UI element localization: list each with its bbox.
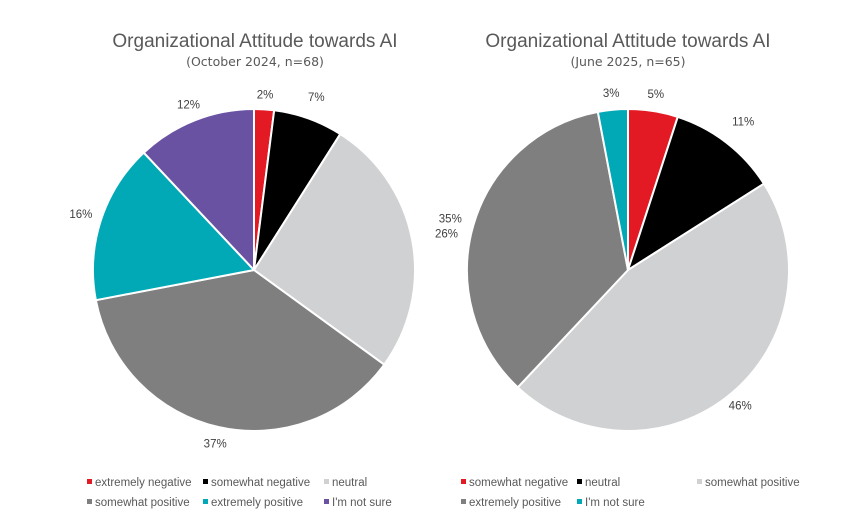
legend-item-neutral: neutral — [577, 477, 620, 489]
legend-label: somewhat positive — [95, 497, 190, 509]
chart-legend: extremely negative somewhat negative neutr… — [87, 477, 392, 509]
data-label-neutral: 11% — [732, 117, 754, 129]
legend-swatch — [87, 499, 92, 504]
pie-data-labels: 2% 7% 26% 37% 16% 12% — [69, 89, 458, 450]
pie-chart-june-2025: Organizational Attitude towards AI (June… — [439, 31, 800, 509]
legend-swatch — [461, 499, 466, 504]
pie-slice-neutral — [627, 115, 765, 271]
legend-swatch — [577, 479, 582, 484]
chart-subtitle: (June 2025, n=65) — [570, 54, 685, 69]
chart-subtitle: (October 2024, n=68) — [186, 54, 324, 69]
legend-item-somewhat-negative: somewhat negative — [461, 477, 568, 489]
pie-chart-october-2024: Organizational Attitude towards AI (Octo… — [69, 31, 458, 509]
legend-item-somewhat-negative: somewhat negative — [203, 477, 310, 489]
data-label-i-m-not-sure: 12% — [177, 100, 200, 112]
chart-title: Organizational Attitude towards AI — [112, 31, 397, 52]
data-label-extremely-positive: 35% — [439, 213, 462, 225]
legend-item-i-m-not-sure: I'm not sure — [577, 497, 645, 509]
legend-swatch — [697, 479, 702, 484]
legend-label: I'm not sure — [585, 497, 645, 509]
data-label-somewhat-positive: 46% — [729, 401, 752, 413]
pie-slice-extremely-positive — [91, 151, 255, 302]
legend-label: somewhat positive — [705, 477, 800, 489]
legend-swatch — [203, 479, 208, 484]
pie-slice-i-m-not-sure — [596, 108, 629, 271]
legend-swatch — [203, 499, 208, 504]
legend-swatch — [87, 479, 92, 484]
data-label-somewhat-positive: 37% — [204, 439, 227, 451]
legend-label: extremely positive — [211, 497, 303, 509]
legend-item-neutral: neutral — [324, 477, 367, 489]
chart-legend: somewhat negative neutral somewhat positiv… — [461, 477, 800, 509]
legend-swatch — [577, 499, 582, 504]
legend-swatch — [461, 479, 466, 484]
data-label-somewhat-negative: 5% — [647, 89, 664, 101]
chart-title: Organizational Attitude towards AI — [485, 31, 770, 52]
pie-slice-somewhat-positive — [516, 182, 790, 432]
legend-label: neutral — [585, 477, 620, 489]
legend-label: neutral — [332, 477, 367, 489]
legend-swatch — [324, 479, 329, 484]
pie-slices — [91, 108, 416, 432]
pie-slice-neutral — [253, 133, 416, 366]
legend-item-extremely-negative: extremely negative — [87, 477, 192, 489]
legend-item-somewhat-positive: somewhat positive — [697, 477, 800, 489]
pie-slices — [466, 108, 790, 432]
legend-label: somewhat negative — [469, 477, 568, 489]
legend-swatch — [324, 499, 329, 504]
legend-label: somewhat negative — [211, 477, 310, 489]
legend-item-i-m-not-sure: I'm not sure — [324, 497, 392, 509]
pie-slice-somewhat-positive — [94, 269, 386, 432]
pie-data-labels: 5% 11% 46% 35% 3% — [439, 88, 755, 413]
legend-item-extremely-positive: extremely positive — [461, 497, 561, 509]
data-label-extremely-negative: 2% — [257, 89, 274, 101]
legend-item-somewhat-positive: somewhat positive — [87, 497, 190, 509]
legend-item-extremely-positive: extremely positive — [203, 497, 303, 509]
data-label-neutral: 26% — [435, 228, 458, 240]
legend-label: I'm not sure — [332, 497, 392, 509]
legend-label: extremely positive — [469, 497, 561, 509]
pie-slice-extremely-positive — [466, 110, 629, 389]
pie-slice-i-m-not-sure — [142, 108, 255, 271]
data-label-i-m-not-sure: 3% — [603, 88, 620, 100]
data-label-extremely-positive: 16% — [69, 209, 92, 221]
legend-label: extremely negative — [95, 477, 192, 489]
data-label-somewhat-negative: 7% — [308, 92, 325, 104]
